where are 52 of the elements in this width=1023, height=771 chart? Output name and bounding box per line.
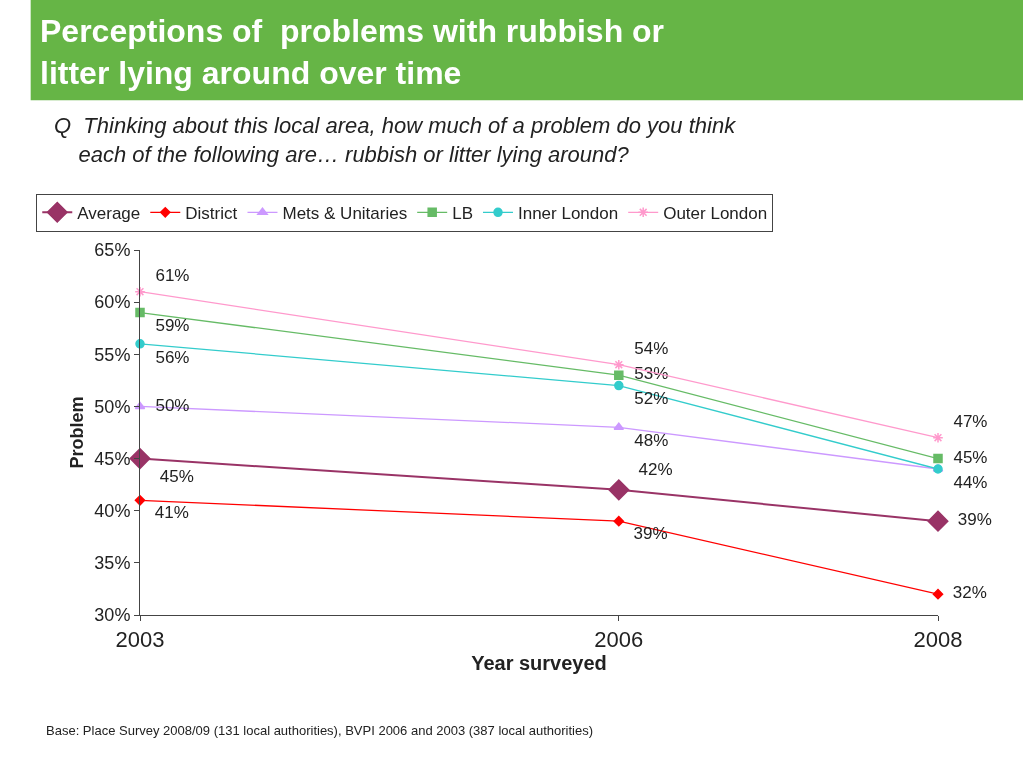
y-axis-title: Problem (66, 396, 87, 469)
point (614, 380, 624, 391)
data-label: 48% (624, 431, 669, 451)
point (932, 432, 944, 444)
point (933, 453, 943, 464)
point (932, 588, 944, 600)
data-label: 39% (948, 510, 992, 530)
point (134, 286, 146, 298)
x-tick-label: 2008 (913, 627, 963, 653)
point (613, 515, 625, 527)
point (608, 479, 630, 501)
x-axis-title: Year surveyed (471, 652, 607, 675)
data-label: 54% (624, 339, 669, 359)
data-label: 56% (146, 347, 190, 367)
data-label: 45% (150, 466, 194, 486)
point (613, 359, 625, 371)
data-label: 45% (944, 447, 988, 467)
legend-label: LB (452, 203, 473, 223)
data-label: 42% (629, 460, 673, 480)
y-tick-label: 50% (94, 396, 131, 417)
legend-label: Outer London (663, 203, 768, 223)
x-tick-label: 2006 (594, 627, 644, 653)
data-label: 50% (146, 395, 190, 415)
chart-subtitle: Q Thinking about this local area, how much of a problem do you think each of the following are… rubbish or litter lying around? (54, 113, 737, 167)
legend-label: Inner London (517, 203, 619, 223)
legend-label: Average (77, 203, 141, 223)
data-label: 41% (145, 503, 189, 523)
data-label: 59% (146, 316, 190, 336)
data-label: 44% (944, 472, 988, 492)
data-label: 61% (146, 266, 190, 286)
chart-title: Perceptions of problems with rubbish or litter lying around over time (40, 13, 665, 91)
y-tick-label: 35% (94, 553, 131, 574)
point (614, 370, 624, 380)
y-tick-label: 65% (94, 240, 131, 261)
data-label: 39% (624, 524, 668, 544)
point (613, 422, 625, 431)
legend-label: Mets & Unitaries (282, 203, 408, 223)
x-tick-label: 2003 (115, 627, 165, 653)
y-tick-label: 40% (94, 501, 131, 522)
data-label: 47% (944, 412, 988, 432)
point (927, 510, 949, 532)
point (129, 448, 151, 470)
y-tick-label: 30% (94, 605, 131, 626)
text: Base: Place Survey 2008/09 (131 local authorities), BVPI 2006 and 2003 (387 local authorities) (46, 723, 594, 738)
y-tick-label: 55% (94, 344, 131, 365)
y-tick-label: 60% (94, 292, 131, 313)
data-label: 32% (943, 583, 987, 603)
point (135, 307, 145, 318)
legend-label: District (185, 203, 238, 223)
y-tick-label: 45% (94, 448, 131, 469)
data-label: 53% (624, 364, 669, 384)
data-label: 52% (624, 389, 669, 409)
